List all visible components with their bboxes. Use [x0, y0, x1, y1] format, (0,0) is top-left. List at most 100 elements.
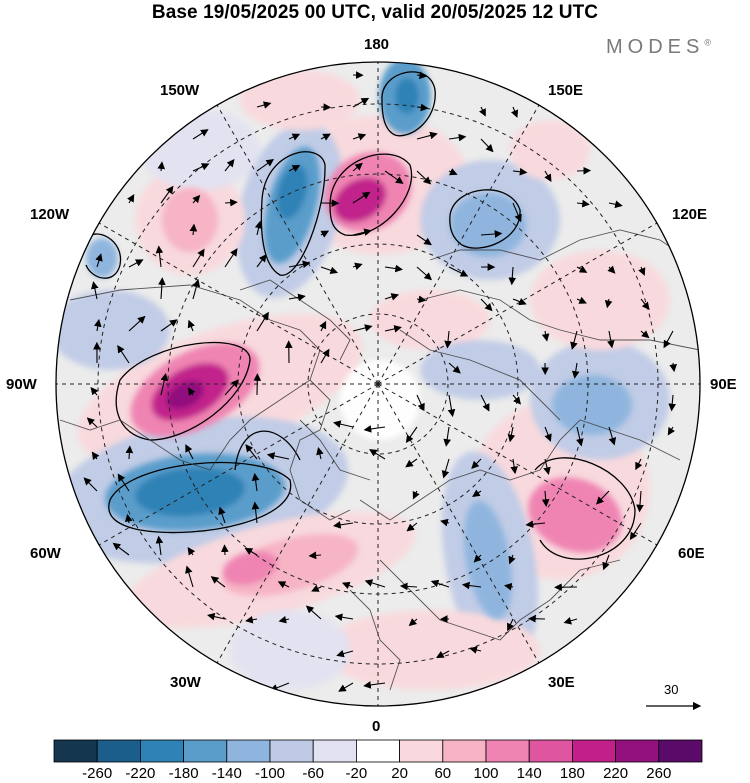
anomaly-cores: [86, 62, 632, 620]
wind-arrow: [91, 451, 100, 461]
brand-logo: MODES®: [606, 36, 711, 58]
wind-arrow: [352, 324, 373, 332]
wind-arrow: [448, 266, 469, 277]
height-contours: [84, 71, 636, 560]
wind-arrow: [473, 554, 482, 563]
wind-arrow: [448, 133, 467, 142]
wind-arrow: [245, 444, 258, 460]
lon-label-120e: 120E: [672, 206, 708, 223]
wind-arrow: [576, 166, 592, 175]
colorbar-tick-label: -140: [211, 765, 242, 782]
wind-arrow: [224, 198, 238, 207]
wind-arrow: [436, 650, 450, 658]
wind-arrow: [288, 164, 301, 173]
colorbar-segment: [485, 739, 530, 763]
map-border: [55, 61, 701, 707]
wind-vectors: [83, 71, 678, 692]
wind-arrow: [320, 230, 330, 238]
wind-arrow: [480, 298, 493, 312]
wind-arrow: [448, 168, 458, 176]
wind-arrow: [369, 449, 386, 460]
wind-arrow: [160, 373, 169, 396]
wind-arrow: [405, 426, 418, 444]
colorbar-tick-label: -20: [345, 765, 368, 782]
wind-arrow: [189, 223, 198, 236]
anomaly-negative-30e: [463, 500, 513, 620]
wind-arrow: [510, 106, 519, 118]
wind-arrow: [416, 234, 432, 246]
wind-arrow: [608, 426, 617, 446]
wind-arrow: [512, 297, 527, 306]
wind-arrow: [640, 330, 650, 339]
wind-arrow: [416, 103, 429, 112]
wind-arrow: [571, 362, 580, 379]
wind-arrow: [604, 298, 613, 309]
lon-label-30e: 30E: [548, 674, 575, 691]
wind-arrow: [338, 682, 354, 692]
wind-arrow: [333, 420, 354, 428]
wind-arrow: [636, 490, 644, 513]
wind-arrow: [416, 266, 433, 281]
wind-arrow: [218, 506, 226, 524]
colorbar-tick-label: -100: [254, 765, 286, 782]
wind-arrow: [507, 618, 515, 632]
colorbar: [53, 739, 703, 763]
colorbar-tick-label: -180: [168, 765, 199, 782]
wind-arrow: [669, 362, 678, 373]
wind-arrow: [416, 295, 427, 304]
wind-arrow: [91, 281, 99, 300]
wind-arrow: [256, 311, 269, 332]
wind-arrow: [544, 170, 552, 183]
wind-arrow: [256, 254, 267, 268]
colorbar-segment: [53, 739, 98, 763]
wind-arrow: [640, 298, 650, 310]
wind-arrow: [480, 138, 494, 153]
wind-arrow: [472, 489, 482, 498]
wind-arrow: [416, 131, 438, 140]
wind-arrow: [251, 501, 260, 524]
wind-arrow: [192, 279, 201, 300]
wind-arrow: [576, 265, 588, 273]
wind-arrow: [320, 266, 339, 274]
wind-arrow: [384, 264, 403, 273]
colorbar-segment: [355, 739, 400, 763]
colorbar-tick-label: 140: [516, 765, 542, 782]
wind-arrow: [352, 133, 367, 141]
wind-arrow: [128, 315, 146, 332]
lon-label-150w: 150W: [160, 82, 200, 99]
wind-arrow: [543, 458, 551, 475]
wind-arrow: [93, 318, 102, 332]
wind-arrow: [663, 330, 674, 349]
wind-arrow: [384, 325, 402, 333]
wind-arrow: [441, 458, 450, 479]
colorbar-segment: [226, 739, 271, 763]
wind-arrow: [416, 71, 428, 80]
wind-arrow: [412, 490, 420, 500]
wind-arrow: [155, 245, 164, 268]
wind-arrow: [384, 170, 404, 184]
wind-arrow: [384, 293, 400, 301]
wind-arrow: [308, 551, 322, 560]
wind-arrow: [187, 387, 196, 396]
colorbar-tick-label: 20: [391, 765, 408, 782]
wind-arrow: [607, 330, 615, 349]
wind-arrow: [443, 426, 451, 447]
wind-arrow: [471, 458, 482, 469]
wind-arrow: [341, 581, 354, 590]
wind-arrow: [336, 649, 354, 658]
wind-arrow: [207, 612, 226, 621]
anomaly-negative-150e: [450, 193, 526, 257]
wind-arrow: [563, 617, 578, 625]
colorbar-segment: [572, 739, 617, 763]
wind-arrow: [187, 319, 195, 332]
wind-arrow: [251, 472, 260, 492]
wind-arrow: [469, 646, 482, 654]
colorbar-tick-label: 220: [603, 765, 629, 782]
colorbar-segment: [399, 739, 444, 763]
wind-arrow: [629, 522, 642, 541]
wind-arrow: [210, 576, 226, 588]
wind-arrow: [319, 320, 327, 332]
reference-vector-label: 30: [664, 682, 679, 697]
wind-arrow: [128, 259, 144, 268]
